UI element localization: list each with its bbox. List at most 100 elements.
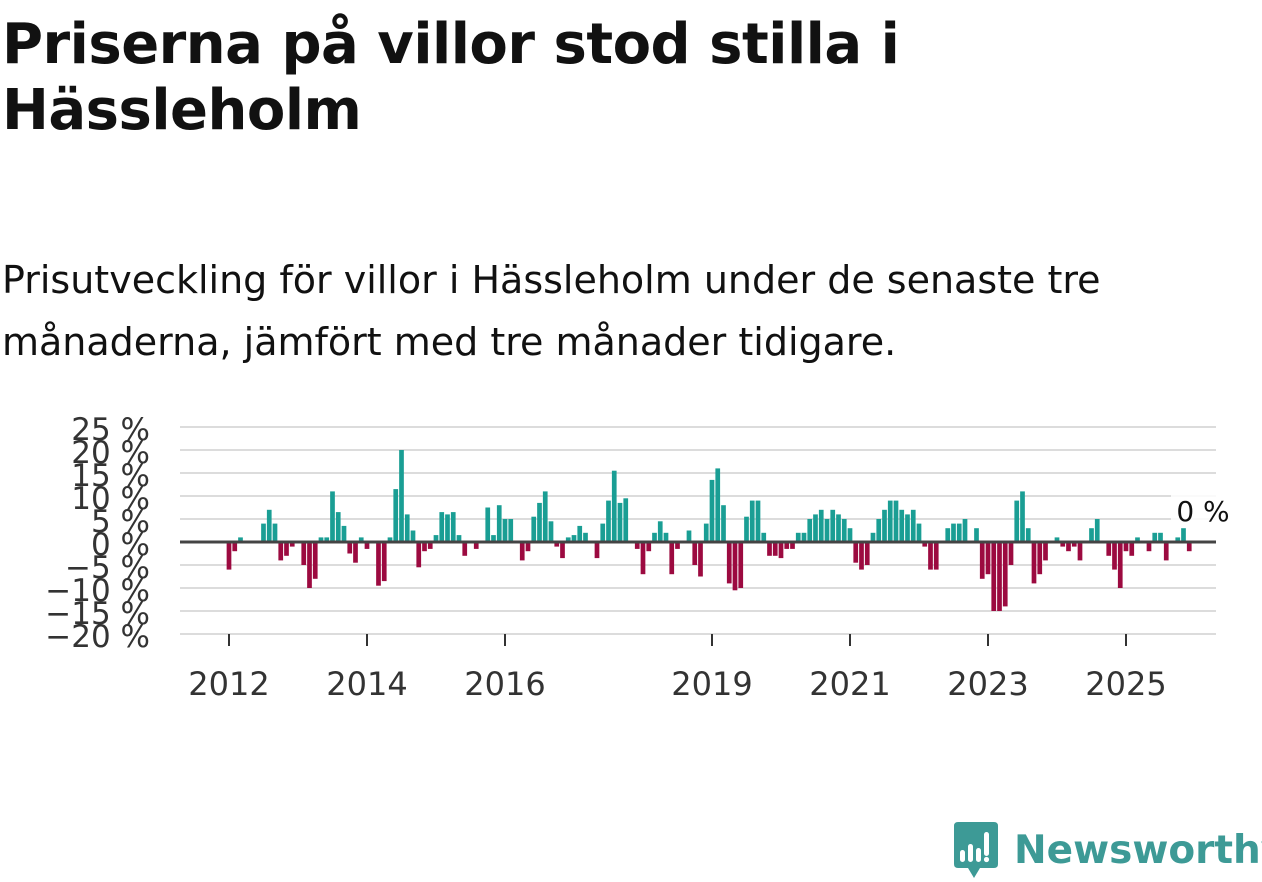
bar bbox=[663, 532, 669, 542]
bar bbox=[830, 509, 836, 542]
x-tick-label: 2025 bbox=[1085, 665, 1166, 700]
bar bbox=[531, 516, 537, 542]
y-tick-label: 15 % bbox=[71, 458, 150, 494]
bar bbox=[1002, 542, 1008, 607]
bar bbox=[324, 537, 330, 542]
bar bbox=[554, 542, 560, 547]
bar bbox=[979, 542, 985, 579]
bar bbox=[462, 542, 468, 556]
bar bbox=[456, 535, 462, 542]
bar bbox=[1129, 542, 1135, 556]
bar bbox=[864, 542, 870, 565]
bar bbox=[985, 542, 991, 575]
bar bbox=[318, 537, 324, 542]
bar bbox=[358, 537, 364, 542]
bar bbox=[600, 523, 606, 542]
y-tick-label: −15 % bbox=[45, 596, 150, 632]
bar bbox=[330, 491, 335, 542]
bar bbox=[876, 519, 882, 542]
bar bbox=[502, 519, 508, 542]
bar bbox=[1163, 542, 1169, 561]
bar-series bbox=[226, 450, 1192, 611]
bar bbox=[312, 542, 318, 579]
bar bbox=[1020, 491, 1025, 542]
bar bbox=[1186, 542, 1192, 552]
bar bbox=[790, 542, 795, 549]
bar bbox=[974, 528, 979, 542]
bar bbox=[991, 542, 997, 611]
bar bbox=[1112, 542, 1117, 570]
bar bbox=[732, 542, 738, 591]
bar bbox=[1158, 532, 1163, 542]
x-tick-label: 2012 bbox=[188, 665, 269, 700]
bar bbox=[997, 542, 1002, 611]
y-tick-label: 20 % bbox=[71, 435, 150, 471]
bar bbox=[652, 532, 657, 542]
annotations: 0 % bbox=[180, 492, 1235, 544]
bar bbox=[709, 479, 715, 542]
bar bbox=[307, 542, 312, 588]
bar bbox=[606, 500, 611, 542]
bar bbox=[272, 523, 278, 542]
bar bbox=[675, 542, 680, 549]
bar bbox=[726, 542, 732, 584]
bar bbox=[744, 516, 749, 542]
bar bbox=[882, 509, 887, 542]
bar bbox=[594, 542, 600, 559]
bar bbox=[427, 542, 433, 549]
bar bbox=[560, 542, 565, 559]
x-axis: 2012 2014 2016 2019 2021 2023 2025 bbox=[188, 634, 1167, 700]
bar bbox=[755, 500, 761, 542]
bar bbox=[1043, 542, 1048, 561]
bar bbox=[1094, 519, 1100, 542]
bar bbox=[962, 519, 968, 542]
bar bbox=[525, 542, 531, 552]
y-tick-label: −20 % bbox=[45, 619, 150, 655]
bar bbox=[761, 532, 767, 542]
bar bbox=[1060, 542, 1066, 547]
bar bbox=[393, 489, 399, 542]
bar bbox=[519, 542, 525, 561]
bar bbox=[870, 532, 876, 542]
bar bbox=[738, 542, 744, 588]
bar bbox=[542, 491, 548, 542]
bar bbox=[669, 542, 675, 575]
x-tick-label: 2019 bbox=[671, 665, 752, 700]
bar bbox=[784, 542, 790, 549]
bar bbox=[1106, 542, 1112, 556]
bar bbox=[491, 535, 496, 542]
y-tick-label: 0 % bbox=[91, 527, 150, 563]
bar bbox=[859, 542, 864, 570]
bar bbox=[261, 523, 266, 542]
bar bbox=[433, 535, 439, 542]
bar bbox=[634, 542, 640, 549]
x-tick-label: 2021 bbox=[809, 665, 890, 700]
bar bbox=[450, 512, 456, 542]
bar bbox=[496, 505, 502, 542]
bar bbox=[416, 542, 422, 568]
bar bbox=[1037, 542, 1043, 575]
chart-title: Priserna på villor stod stilla i Hässleh… bbox=[2, 12, 900, 143]
bar bbox=[1117, 542, 1123, 588]
bar bbox=[1175, 537, 1181, 542]
bar bbox=[266, 509, 272, 542]
bar bbox=[933, 542, 939, 570]
bar bbox=[778, 542, 784, 559]
bar bbox=[376, 542, 381, 586]
bar bbox=[657, 521, 663, 542]
bar bbox=[399, 450, 404, 542]
bar bbox=[646, 542, 652, 552]
bar bbox=[956, 523, 962, 542]
last-value-label-bg bbox=[1171, 492, 1235, 526]
bar bbox=[640, 542, 646, 575]
bar bbox=[893, 500, 899, 542]
bar bbox=[1008, 542, 1014, 565]
bar bbox=[899, 509, 905, 542]
bar bbox=[813, 514, 818, 542]
bar bbox=[611, 470, 617, 542]
bar bbox=[347, 542, 353, 554]
x-tick-label: 2016 bbox=[464, 665, 545, 700]
newsworthy-logo-icon bbox=[954, 822, 998, 878]
bar bbox=[537, 502, 542, 542]
bar bbox=[945, 528, 951, 542]
